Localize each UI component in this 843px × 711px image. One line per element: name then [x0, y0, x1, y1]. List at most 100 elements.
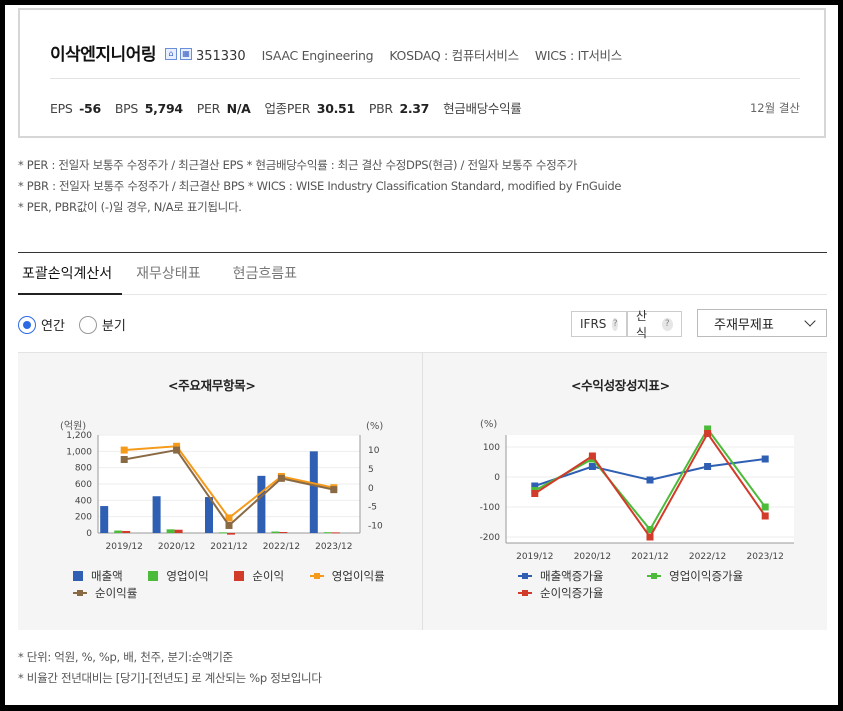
- building-icon[interactable]: ▦: [179, 47, 192, 60]
- legend-swatch: [309, 571, 324, 581]
- statement-type-select[interactable]: 주재무제표: [697, 309, 827, 337]
- point-영업이익증가율: [704, 425, 712, 433]
- note-line: * PER : 전일자 보통주 수정주가 / 최근결산 EPS * 현금배당수익…: [18, 158, 577, 172]
- pbr-value: 2.37: [399, 101, 430, 116]
- y-axis-unit-left: (억원): [60, 420, 86, 432]
- period-radio-group: 연간 분기: [18, 315, 140, 334]
- point-매출액증가율: [531, 482, 539, 490]
- point-영업이익률: [225, 514, 233, 522]
- growth-indicators-chart: (%) -200 -100 0 100 2019/12 2020/12 2021/12 2022…: [480, 419, 794, 562]
- company-summary: 이삭엔지니어링 ⌂ ▦ 351330 ISAAC Engineering KOSD…: [18, 8, 826, 138]
- y-axis-unit: (%): [480, 419, 497, 430]
- x-tick-label: 2023/12: [747, 552, 784, 562]
- radio-annual-label: 연간: [41, 319, 65, 334]
- radio-annual-control[interactable]: [18, 315, 36, 334]
- x-tick-label: 2023/12: [315, 542, 352, 552]
- bar-매출액: [100, 506, 109, 533]
- metric-dividend: 현금배당수익률: [443, 101, 522, 116]
- point-순이익증가율: [588, 452, 596, 460]
- point-영업이익률: [120, 446, 128, 454]
- point-순이익률: [225, 521, 233, 529]
- select-value: 주재무제표: [714, 317, 774, 333]
- metric-pbr: PBR 2.37: [368, 101, 430, 116]
- chart-title-financial: <주요재무항목>: [168, 378, 256, 393]
- y-tick-label-left: 400: [75, 496, 92, 506]
- y-tick-label-left: 200: [75, 513, 92, 523]
- legend-swatch: [518, 588, 532, 598]
- settlement-month: 12월 결산: [749, 101, 800, 115]
- bar-영업이익: [166, 529, 175, 533]
- x-tick-label: 2019/12: [106, 542, 143, 552]
- footer-line: * 비율간 전년대비는 [당기]-[전년도] 로 계산되는 %p 정보입니다: [18, 671, 322, 685]
- y-tick-label-right: 0: [368, 484, 374, 494]
- radio-quarter-control[interactable]: [78, 315, 97, 334]
- point-영업이익률: [173, 442, 181, 450]
- formula-label: 산식: [636, 309, 648, 340]
- formula-button[interactable]: 산식 ?: [627, 309, 682, 340]
- y-tick-label: -100: [480, 503, 501, 513]
- y-axis-unit-right: (%): [366, 421, 383, 432]
- legend-op-profit[interactable]: 영업이익: [148, 567, 209, 584]
- english-name: ISAAC Engineering: [261, 48, 374, 63]
- home-icon[interactable]: ⌂: [164, 47, 177, 60]
- market-info: KOSDAQ : 컴퓨터서비스: [389, 48, 519, 63]
- metric-industry-per: 업종PER 30.51: [264, 101, 355, 116]
- tab-balance-sheet[interactable]: 재무상태표: [136, 266, 201, 282]
- page-frame: 이삭엔지니어링 ⌂ ▦ 351330 ISAAC Engineering KOSD…: [5, 5, 838, 705]
- legend-swatch: [518, 571, 532, 581]
- legend-revenue-growth[interactable]: 매출액증가율: [518, 567, 603, 584]
- tab-cash-flow[interactable]: 현금흐름표: [232, 266, 297, 282]
- tab-income-statement[interactable]: 포괄손익계산서: [18, 263, 123, 295]
- point-순이익률: [120, 456, 128, 463]
- y-tick-label-right: -10: [368, 521, 383, 531]
- point-순이익률: [173, 446, 181, 454]
- help-icon[interactable]: ?: [661, 317, 673, 331]
- y-tick-label-right: 10: [368, 446, 380, 456]
- point-영업이익증가율: [646, 526, 654, 533]
- company-name: 이삭엔지니어링: [50, 45, 156, 65]
- bps-value: 5,794: [144, 101, 183, 116]
- legend-swatch: [148, 570, 159, 581]
- footer-line: * 단위: 억원, %, %p, 배, 천주, 분기:순액기준: [18, 650, 233, 664]
- x-tick-label: 2020/12: [158, 542, 195, 552]
- chevron-down-icon: [804, 315, 816, 327]
- x-tick-label: 2019/12: [516, 552, 553, 562]
- note-line: * PER, PBR값이 (-)일 경우, N/A로 표기됩니다.: [18, 200, 242, 214]
- ifrs-button[interactable]: IFRS ?: [571, 311, 627, 337]
- y-tick-label-right: -5: [368, 503, 377, 513]
- radio-annual[interactable]: 연간: [18, 315, 65, 334]
- legend-swatch: [234, 570, 245, 581]
- y-tick-label: 0: [494, 473, 500, 483]
- metric-per: PER N/A: [196, 101, 251, 116]
- chart-divider: [422, 353, 423, 630]
- ifrs-label: IFRS: [580, 317, 607, 331]
- point-순이익증가율: [761, 512, 769, 520]
- growth-chart-legend: 매출액증가율 영업이익증가율 순이익증가율: [518, 567, 818, 601]
- point-순이익률: [277, 474, 285, 482]
- definition-notes: * PER : 전일자 보통주 수정주가 / 최근결산 EPS * 현금배당수익…: [18, 155, 622, 218]
- legend-revenue[interactable]: 매출액: [73, 567, 123, 584]
- radio-quarter[interactable]: 분기: [78, 315, 126, 334]
- bar-영업이익: [114, 530, 123, 533]
- stock-code: 351330: [195, 49, 246, 64]
- y-tick-label: 100: [483, 443, 500, 453]
- x-tick-label: 2020/12: [574, 552, 611, 562]
- y-tick-label-left: 600: [75, 480, 92, 490]
- legend-swatch: [73, 570, 83, 581]
- bar-순이익: [279, 532, 288, 534]
- chart-title-growth: <수익성장성지표>: [571, 378, 670, 393]
- y-tick-label: -200: [480, 533, 501, 543]
- legend-op-growth[interactable]: 영업이익증가율: [647, 567, 743, 584]
- legend-op-margin[interactable]: 영업이익률: [309, 567, 385, 584]
- x-tick-label: 2021/12: [631, 552, 668, 562]
- legend-net-profit[interactable]: 순이익: [234, 567, 284, 584]
- x-tick-label: 2022/12: [263, 542, 300, 552]
- point-순이익증가율: [531, 490, 539, 497]
- legend-net-growth[interactable]: 순이익증가율: [518, 584, 603, 601]
- help-icon[interactable]: ?: [612, 317, 618, 331]
- industry-per-value: 30.51: [316, 101, 355, 116]
- legend-net-margin[interactable]: 순이익률: [73, 584, 137, 601]
- radio-quarter-label: 분기: [101, 319, 126, 334]
- point-순이익률: [330, 486, 338, 494]
- bar-매출액: [205, 497, 213, 533]
